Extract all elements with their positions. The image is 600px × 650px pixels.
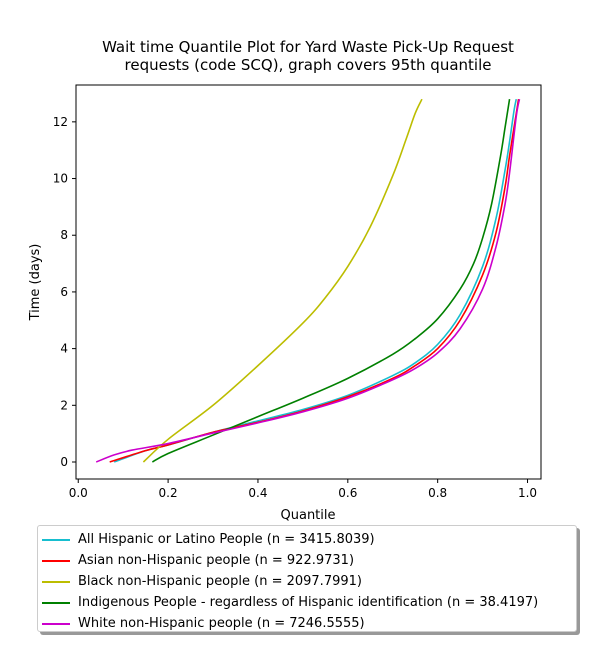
legend-swatch xyxy=(42,580,70,583)
y-tick-label: 2 xyxy=(60,398,68,412)
chart-title-line: Wait time Quantile Plot for Yard Waste P… xyxy=(102,38,514,56)
legend-label: All Hispanic or Latino People (n = 3415.… xyxy=(78,532,375,547)
y-tick-label: 8 xyxy=(60,228,68,242)
chart-title-line: requests (code SCQ), graph covers 95th q… xyxy=(125,56,492,74)
legend-label: White non-Hispanic people (n = 7246.5555… xyxy=(78,616,365,631)
x-axis-ticks: 0.0 0.2 0.4 0.6 0.8 1.0 xyxy=(69,479,537,500)
legend-label: Asian non-Hispanic people (n = 922.9731) xyxy=(78,553,355,568)
y-axis-ticks: 0 2 4 6 8 10 12 xyxy=(53,115,76,469)
legend-item: Asian non-Hispanic people (n = 922.9731) xyxy=(38,550,576,571)
y-tick-label: 10 xyxy=(53,172,68,186)
legend-swatch xyxy=(42,601,70,604)
y-tick-label: 12 xyxy=(53,115,68,129)
plot-area-frame xyxy=(75,84,542,480)
series-line xyxy=(151,99,511,463)
legend-item: White non-Hispanic people (n = 7246.5555… xyxy=(38,613,576,634)
chart-title: Wait time Quantile Plot for Yard Waste P… xyxy=(102,38,514,74)
legend-swatch xyxy=(42,622,70,625)
series-line xyxy=(109,99,520,463)
legend-item: Indigenous People - regardless of Hispan… xyxy=(38,592,576,613)
series-line xyxy=(95,99,521,463)
x-tick-label: 0.4 xyxy=(248,486,267,500)
y-axis-label: Time (days) xyxy=(28,244,43,322)
series-lines xyxy=(95,98,521,463)
legend-item: All Hispanic or Latino People (n = 3415.… xyxy=(38,529,576,550)
series-line xyxy=(142,98,423,463)
legend: All Hispanic or Latino People (n = 3415.… xyxy=(37,525,577,632)
x-tick-label: 1.0 xyxy=(518,486,537,500)
legend-swatch xyxy=(42,538,70,541)
x-axis-label: Quantile xyxy=(281,508,336,523)
legend-item: Black non-Hispanic people (n = 2097.7991… xyxy=(38,571,576,592)
legend-label: Black non-Hispanic people (n = 2097.7991… xyxy=(78,574,362,589)
y-tick-label: 0 xyxy=(60,455,68,469)
legend-swatch xyxy=(42,559,70,562)
y-tick-label: 6 xyxy=(60,285,68,299)
legend-label: Indigenous People - regardless of Hispan… xyxy=(78,595,539,610)
y-tick-label: 4 xyxy=(60,342,68,356)
x-tick-label: 0.2 xyxy=(159,486,178,500)
x-tick-label: 0.6 xyxy=(338,486,357,500)
x-tick-label: 0.8 xyxy=(428,486,447,500)
x-tick-label: 0.0 xyxy=(69,486,88,500)
